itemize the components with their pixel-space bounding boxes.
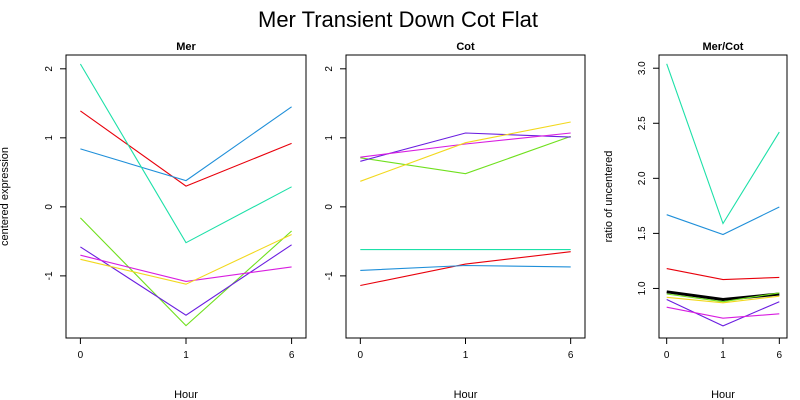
y-tick-label: 1.5 [637,226,648,240]
x-tick-label: 1 [183,350,189,361]
y-tick-label: -1 [44,271,55,280]
x-tick-label: 1 [463,350,469,361]
series-line-teal [79,63,292,244]
series-line-blue [80,106,292,182]
chart-panel-3: Mer/Cot 0 1 6 Hour 1.0 1.5 2.0 2.5 3.0 ratio of un… [603,41,788,400]
series-line-red [360,251,571,287]
x-axis-label: Hour [174,389,198,400]
series-line-magenta [666,306,780,319]
x-tick-label: 0 [78,350,84,361]
y-tick-label: 3.0 [637,61,648,75]
y-tick-label: 1 [324,135,335,141]
series-line-yellow [666,295,780,304]
y-axis-label: ratio of uncentered [603,151,615,243]
x-tick-label: 0 [664,350,670,361]
x-tick-label: 6 [777,350,783,361]
series-line-yellow [360,121,571,182]
series-line-purple [80,244,292,316]
panel-title: Mer [176,41,196,53]
series-line-green [80,217,292,327]
chart-panel-2: Cot 0 1 6 Hour -1 0 1 2 [324,41,586,400]
series-line-blue [360,264,571,271]
series-line-blue [666,206,780,236]
series-line-yellow [80,234,292,285]
plot-frame [345,54,586,339]
series-line-green [666,292,780,303]
series-line-purple [666,299,780,327]
series-line-teal [666,63,780,225]
panel-title: Cot [456,41,475,53]
y-axis-label: centered expression [0,147,11,246]
series-line-red [666,268,780,281]
y-tick-label: 2.5 [637,116,648,130]
y-tick-label: 2 [44,66,55,72]
x-tick-label: 1 [720,350,726,361]
panel-title: Mer/Cot [703,41,744,53]
y-tick-label: 0 [44,204,55,210]
y-tick-label: 0 [324,204,335,210]
x-tick-label: 6 [568,350,574,361]
x-tick-label: 6 [289,350,295,361]
chart-panel-1: Mer 0 1 6 Hour -1 0 1 2 centered expression [0,41,307,400]
figure-title: Mer Transient Down Cot Flat [258,7,538,32]
x-tick-label: 0 [358,350,364,361]
y-tick-label: 2 [324,66,335,72]
series-line-red [80,110,292,187]
x-axis-label: Hour [711,389,735,400]
x-axis-label: Hour [454,389,478,400]
plot-frame [65,54,307,339]
y-tick-label: 1.0 [637,281,648,295]
y-tick-label: 1 [44,135,55,141]
series-line-green [360,135,571,175]
series-line-magenta [80,254,292,282]
series-line-purple [360,132,571,162]
y-tick-label: -1 [324,271,335,280]
y-tick-label: 2.0 [637,171,648,185]
series-line-magenta [360,132,571,158]
